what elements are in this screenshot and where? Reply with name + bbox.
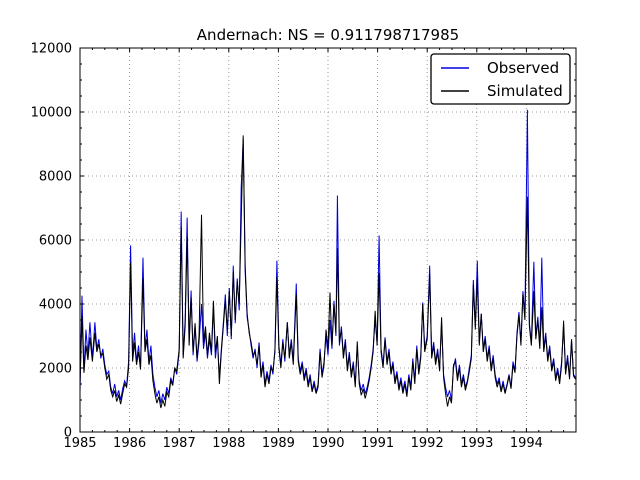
simulated-line	[79, 135, 576, 409]
observed-line	[79, 109, 576, 404]
y-tick-label: 2000	[39, 362, 72, 377]
x-tick-label: 1989	[262, 436, 295, 451]
y-tick-label: 6000	[39, 234, 72, 249]
x-tick-label: 1986	[113, 436, 146, 451]
x-tick-label: 1988	[212, 436, 245, 451]
plot-frame	[79, 47, 577, 433]
x-tick-label: 1993	[460, 436, 493, 451]
legend-observed-label: Observed	[487, 59, 559, 77]
x-tick-label: 1992	[411, 436, 444, 451]
legend-simulated-label: Simulated	[487, 82, 563, 100]
y-tick-label: 10000	[31, 106, 72, 121]
legend: Observed Simulated	[430, 53, 571, 105]
y-axis-labels: 0 2000 4000 6000 8000 10000 12000	[31, 42, 72, 441]
x-tick-label: 1985	[63, 436, 96, 451]
y-tick-label: 4000	[39, 298, 72, 313]
x-tick-label: 1991	[361, 436, 394, 451]
y-tick-label: 8000	[39, 170, 72, 185]
x-axis-labels: 1985 1986 1987 1988 1989 1990 1991 1992 1993 1994	[63, 436, 542, 451]
y-tick-label: 12000	[31, 42, 72, 57]
x-tick-label: 1994	[510, 436, 543, 451]
series-lines	[79, 109, 576, 409]
x-tick-label: 1987	[163, 436, 196, 451]
chart-title: Andernach: NS = 0.911798717985	[197, 26, 459, 44]
x-tick-label: 1990	[311, 436, 344, 451]
grid-lines	[80, 48, 576, 432]
y-tick-label: 0	[64, 426, 72, 441]
